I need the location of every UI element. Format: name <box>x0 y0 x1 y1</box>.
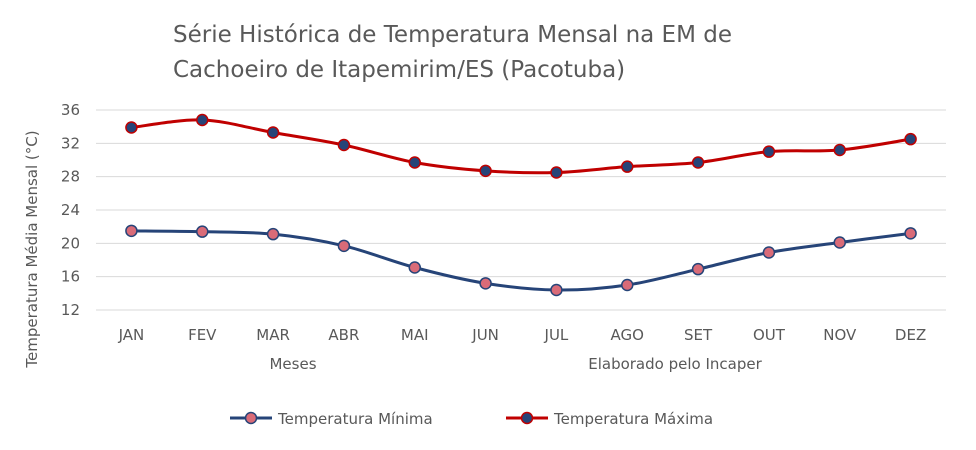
legend-label-max: Temperatura Máxima <box>553 410 713 428</box>
series-min <box>125 224 917 297</box>
chart-title-line-2: Cachoeiro de Itapemirim/ES (Pacotuba) <box>173 57 625 83</box>
legend-item-min: Temperatura Mínima <box>230 410 433 428</box>
x-tick-label: MAI <box>401 326 429 344</box>
data-point <box>691 156 705 169</box>
legend: Temperatura Mínima Temperatura Máxima <box>230 410 713 428</box>
data-point <box>196 113 209 127</box>
source-note: Elaborado pelo Incaper <box>588 355 762 373</box>
x-tick-label: DEZ <box>895 326 926 344</box>
x-tick-label: OUT <box>753 326 786 344</box>
data-point <box>337 138 351 152</box>
x-tick-label: JUN <box>471 326 499 344</box>
data-point <box>833 236 846 249</box>
y-axis-label: Temperatura Média Mensal (°C) <box>23 130 41 368</box>
data-point <box>479 277 492 290</box>
legend-marker-min <box>244 411 258 425</box>
data-point <box>621 160 634 173</box>
series-max <box>125 113 917 179</box>
legend-item-max: Temperatura Máxima <box>506 410 713 428</box>
y-tick-label: 24 <box>61 201 80 219</box>
data-point <box>408 156 421 169</box>
data-point <box>621 278 634 292</box>
x-tick-label: AGO <box>611 326 644 344</box>
data-point <box>125 224 138 238</box>
data-point <box>904 132 917 146</box>
data-point <box>125 121 138 134</box>
x-tick-label: JAN <box>118 326 145 344</box>
y-tick-label: 12 <box>61 301 80 319</box>
legend-label-min: Temperatura Mínima <box>277 410 433 428</box>
y-tick-label: 20 <box>61 234 80 252</box>
x-axis-label: Meses <box>269 355 316 373</box>
data-point <box>408 261 421 274</box>
x-tick-label: FEV <box>188 326 217 344</box>
data-point <box>266 227 280 241</box>
data-point <box>833 143 846 157</box>
data-point <box>691 262 705 276</box>
gridlines <box>96 109 946 311</box>
x-axis-ticks: JAN FEV MAR ABR MAI JUN JUL AGO SET OUT NOV DEZ <box>118 326 927 344</box>
data-point <box>266 126 280 139</box>
data-point <box>337 239 351 253</box>
series-line <box>131 118 911 175</box>
series-lines <box>125 113 917 297</box>
y-tick-label: 32 <box>61 134 80 152</box>
data-point <box>196 225 209 238</box>
data-point <box>479 164 492 178</box>
data-point <box>762 145 776 158</box>
y-tick-label: 36 <box>61 101 80 119</box>
series-line <box>131 229 911 292</box>
x-tick-label: MAR <box>256 326 290 344</box>
y-tick-label: 16 <box>61 268 80 286</box>
legend-marker-max <box>520 411 534 425</box>
x-tick-label: ABR <box>328 326 359 344</box>
data-point <box>550 166 563 179</box>
data-point <box>762 246 776 259</box>
y-axis-ticks: 12 16 20 24 28 32 36 <box>61 101 80 319</box>
chart-title-line-1: Série Histórica de Temperatura Mensal na… <box>173 22 732 48</box>
y-tick-label: 28 <box>61 168 80 186</box>
data-point <box>550 283 563 297</box>
x-tick-label: SET <box>684 326 713 344</box>
x-tick-label: JUL <box>544 326 569 344</box>
data-point <box>904 227 917 240</box>
x-tick-label: NOV <box>823 326 857 344</box>
